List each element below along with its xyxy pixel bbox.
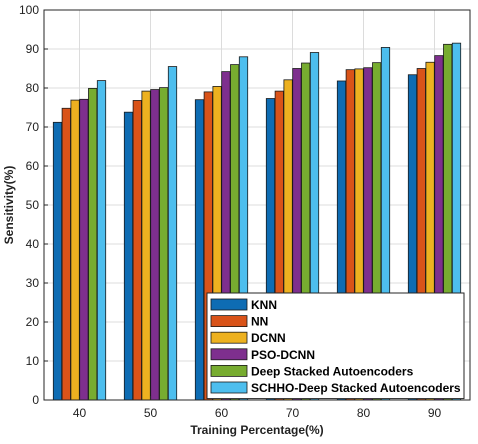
legend-swatch-deep-stacked-autoencoders <box>210 364 248 377</box>
bar-pso-dcnn-40 <box>79 98 89 401</box>
y-tick-label: 80 <box>26 81 40 95</box>
bar-knn-50 <box>123 111 134 401</box>
legend-swatch-schho-deep-stacked-autoencoders <box>210 381 248 394</box>
y-axis-label: Sensitivity(%) <box>2 166 16 245</box>
y-tick-label: 10 <box>26 354 40 368</box>
legend: KNN NN DCNN PSO-DCNN Deep Stacked Autoencode… <box>206 292 465 400</box>
legend-label: PSO-DCNN <box>251 348 315 362</box>
x-tick-label: 50 <box>144 406 158 420</box>
bar-schho-deep-stacked-autoencoders-40 <box>96 80 107 401</box>
y-tick-label: 50 <box>26 198 40 212</box>
bar-nn-40 <box>61 107 71 401</box>
bar-knn-60 <box>194 99 205 401</box>
y-tick-label: 60 <box>26 159 40 173</box>
y-axis-ticks: 0 10 20 30 40 50 60 70 80 90 100 <box>19 3 48 407</box>
bars <box>52 42 462 401</box>
y-tick-label: 0 <box>32 393 39 407</box>
legend-swatch-nn <box>210 315 248 328</box>
legend-label: DCNN <box>251 331 286 345</box>
x-tick-label: 80 <box>357 406 371 420</box>
legend-box <box>206 292 465 400</box>
bar-schho-deep-stacked-autoencoders-50 <box>167 66 178 401</box>
legend-label: KNN <box>251 298 277 312</box>
y-tick-label: 90 <box>26 42 40 56</box>
legend-swatch-dcnn <box>210 331 248 344</box>
y-tick-label: 70 <box>26 120 40 134</box>
bar-dcnn-40 <box>70 99 80 401</box>
legend-swatch-knn <box>210 298 248 311</box>
x-tick-label: 70 <box>286 406 300 420</box>
legend-label: SCHHO-Deep Stacked Autoencoders <box>251 381 461 395</box>
bar-dcnn-50 <box>141 90 151 401</box>
x-tick-label: 90 <box>428 406 442 420</box>
bar-deep-stacked-autoencoders-50 <box>159 87 169 401</box>
x-tick-label: 40 <box>73 406 87 420</box>
bar-pso-dcnn-50 <box>150 89 160 401</box>
bar-deep-stacked-autoencoders-40 <box>88 87 98 401</box>
x-axis-ticks: 40 50 60 70 80 90 <box>73 396 442 420</box>
legend-label: NN <box>251 315 268 329</box>
legend-label: Deep Stacked Autoencoders <box>251 364 414 378</box>
x-axis-label: Training Percentage(%) <box>190 423 323 437</box>
bar-nn-50 <box>132 100 142 401</box>
y-tick-label: 20 <box>26 315 40 329</box>
y-tick-label: 100 <box>19 3 39 17</box>
y-tick-label: 30 <box>26 276 40 290</box>
legend-swatch-pso-dcnn <box>210 348 248 361</box>
y-tick-label: 40 <box>26 237 40 251</box>
x-tick-label: 60 <box>215 406 229 420</box>
bar-knn-40 <box>52 121 63 401</box>
